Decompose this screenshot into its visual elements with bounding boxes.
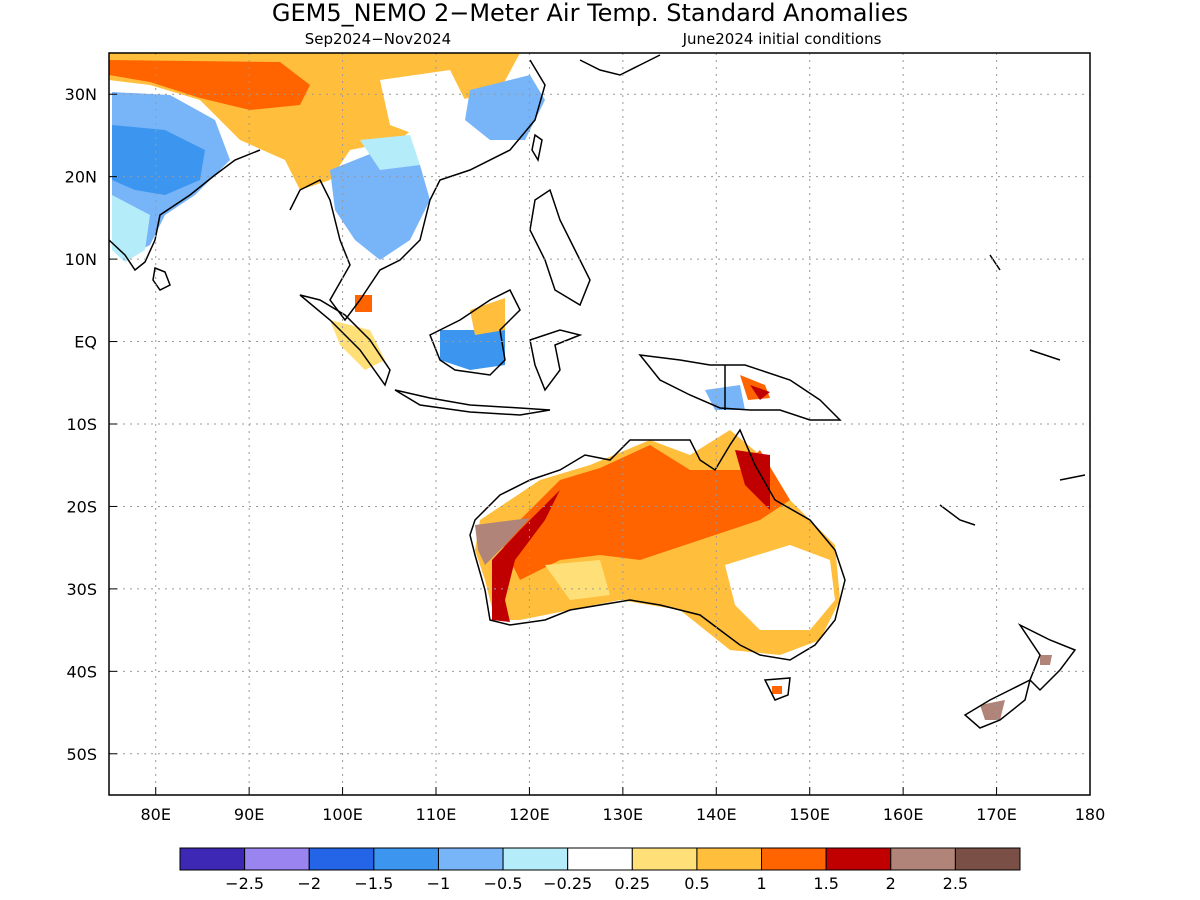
lon-tick-label: 130E — [603, 805, 644, 824]
lon-tick-label: 150E — [789, 805, 830, 824]
coastline-nz-north — [1017, 623, 1077, 692]
coastline-india — [108, 149, 261, 272]
coastline-sulawesi — [529, 329, 583, 392]
colorbar-swatch — [244, 847, 310, 871]
lat-tick-label: 30N — [65, 85, 97, 104]
colorbar-swatch — [890, 847, 956, 871]
coastline-java — [394, 389, 551, 416]
colorbar-label: −1.5 — [354, 874, 393, 893]
colorbar-label: 0.5 — [684, 874, 709, 893]
lat-tick-label: 50S — [66, 745, 97, 764]
colorbar-label: 1 — [756, 874, 766, 893]
coastline-tasmania — [763, 677, 791, 701]
colorbar-swatch — [502, 847, 569, 871]
lat-tick-label: 20S — [66, 497, 97, 516]
colorbar-swatch — [696, 847, 763, 871]
coastline-australia — [469, 428, 846, 661]
coastline-indochina — [289, 59, 546, 322]
coastline-islands-pacific — [939, 254, 1086, 526]
lon-tick-label: 80E — [140, 805, 170, 824]
anomaly-nz-north-brown — [1040, 655, 1052, 665]
coastline-japan — [579, 54, 661, 76]
coastline-taiwan — [531, 133, 543, 163]
map-title: GEM5_NEMO 2−Meter Air Temp. Standard Ano… — [272, 0, 908, 27]
lat-tick-label: 30S — [66, 580, 97, 599]
colorbar-label: −1 — [427, 874, 451, 893]
lat-tick-label: 40S — [66, 662, 97, 681]
map-subtitle-init: June2024 initial conditions — [682, 30, 882, 48]
colorbar-label: −0.25 — [543, 874, 592, 893]
lon-tick-label: 90E — [234, 805, 264, 824]
colorbar-label: 2.5 — [943, 874, 968, 893]
anomaly-australia-red-ne — [735, 450, 770, 510]
colorbar-swatch — [373, 847, 439, 871]
anomaly-australia-brown — [475, 518, 530, 565]
coastline-newguinea — [638, 354, 842, 421]
anomaly-field — [109, 53, 1052, 720]
lon-tick-label: 180 — [1075, 805, 1106, 824]
anomaly-sumatra-warm — [330, 320, 385, 370]
anomaly-borneo-cool — [440, 330, 505, 370]
lat-tick-label: 10N — [65, 250, 97, 269]
longitude-axis: 80E 90E 100E 110E 120E 130E 140E 150E 160E 170E 18… — [140, 787, 1105, 824]
map-panel — [108, 52, 1091, 796]
colorbar-label: 0.25 — [614, 874, 650, 893]
anomaly-australia-white — [725, 545, 835, 630]
coastline-srilanka — [152, 266, 171, 291]
colorbar-swatch — [631, 847, 698, 871]
anomaly-indochina-pale — [360, 135, 420, 170]
lon-tick-label: 140E — [696, 805, 737, 824]
colorbar-swatch — [954, 847, 1021, 871]
colorbar-label: −0.5 — [484, 874, 523, 893]
colorbar-label: 1.5 — [813, 874, 838, 893]
lon-tick-label: 120E — [509, 805, 550, 824]
lon-tick-label: 160E — [883, 805, 924, 824]
latitude-axis: 30N 20N 10N EQ 10S 20S 30S 40S 50S — [65, 85, 117, 764]
lon-tick-label: 170E — [976, 805, 1017, 824]
anomaly-indochina-cool — [330, 150, 430, 260]
coastline-sumatra — [299, 294, 391, 387]
anomaly-australia-pale — [545, 560, 610, 600]
lon-tick-label: 100E — [322, 805, 363, 824]
colorbar-swatch — [437, 847, 504, 871]
anomaly-tasmania-warm — [772, 686, 782, 694]
colorbar-label: −2.5 — [225, 874, 264, 893]
anomaly-newguinea-hot — [750, 385, 770, 400]
gridlines — [109, 53, 1090, 795]
anomaly-china-cool — [465, 75, 545, 140]
lat-tick-label: EQ — [74, 333, 97, 352]
coastline-nz-south — [963, 678, 1032, 729]
lon-tick-label: 110E — [416, 805, 457, 824]
lat-tick-label: 10S — [66, 415, 97, 434]
coastline-philippines — [529, 188, 591, 307]
colorbar-swatch — [761, 847, 827, 871]
colorbar-label: 2 — [886, 874, 896, 893]
anomaly-india-south-cool — [112, 195, 150, 262]
colorbar-swatch — [567, 847, 633, 871]
coastline-borneo — [429, 288, 521, 376]
colorbar-swatch — [308, 847, 375, 871]
colorbar-swatch — [179, 847, 246, 871]
coastlines — [108, 54, 1086, 729]
anomaly-china-white — [380, 70, 470, 140]
anomaly-australia-red — [492, 490, 560, 622]
colorbar-label: −2 — [297, 874, 321, 893]
anomaly-tibet-core — [109, 60, 310, 110]
anomaly-india-cool-core — [112, 125, 205, 195]
colorbar: −2.5 −2 −1.5 −1 −0.5 −0.25 0.25 0.5 1 1.5 2 2.5 — [179, 847, 1021, 893]
anomaly-nz-south-brown — [980, 700, 1005, 720]
colorbar-swatch — [825, 847, 892, 871]
anomaly-malay-warm — [355, 295, 372, 312]
map-subtitle-period: Sep2024−Nov2024 — [305, 30, 451, 48]
anomaly-australia-strong — [500, 445, 790, 580]
lat-tick-label: 20N — [65, 168, 97, 187]
